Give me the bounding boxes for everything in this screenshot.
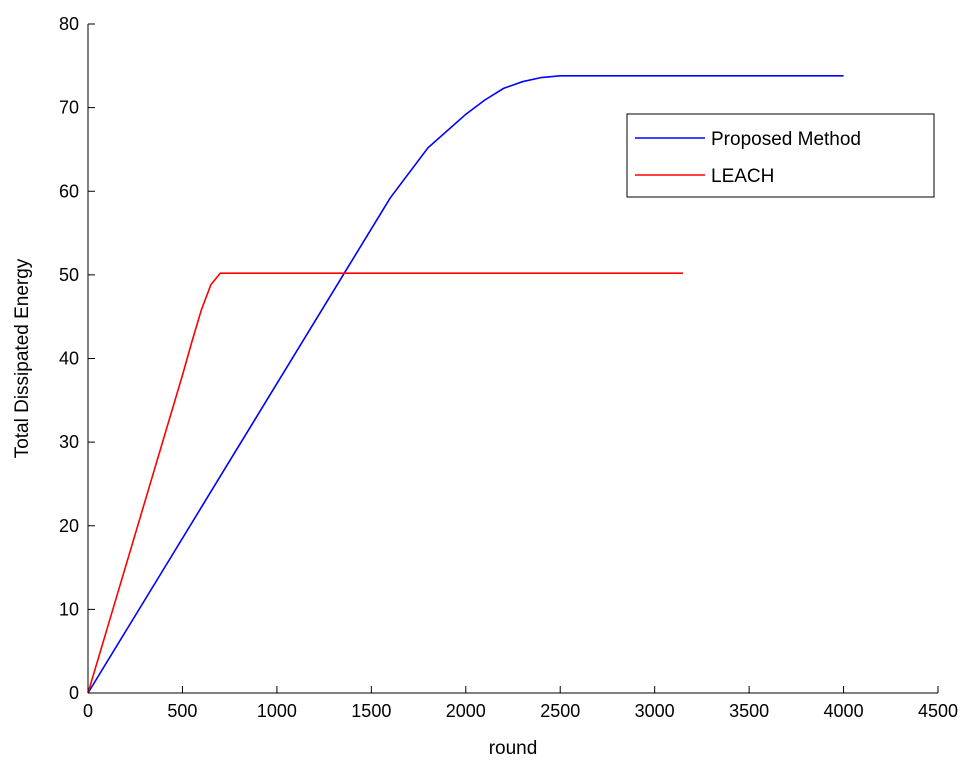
- legend-label-leach: LEACH: [711, 166, 774, 187]
- x-tick-label: 4000: [824, 701, 864, 721]
- x-tick-label: 4500: [918, 701, 958, 721]
- x-tick-label: 3500: [729, 701, 769, 721]
- y-tick-label: 0: [69, 683, 79, 703]
- x-tick-label: 1500: [351, 701, 391, 721]
- y-tick-label: 80: [59, 14, 79, 34]
- series-line-leach: [87, 272, 683, 694]
- x-tick-label: 0: [83, 701, 93, 721]
- legend-box: [626, 113, 935, 198]
- y-tick-label: 30: [59, 432, 79, 452]
- y-tick-label: 10: [59, 599, 79, 619]
- y-tick-label: 70: [59, 98, 79, 118]
- y-tick-label: 40: [59, 349, 79, 369]
- x-tick-label: 2000: [446, 701, 486, 721]
- y-axis-title: Total Dissipated Energy: [12, 258, 33, 458]
- y-tick-label: 60: [59, 181, 79, 201]
- y-tick-label: 50: [59, 265, 79, 285]
- x-axis-title: round: [489, 738, 538, 759]
- y-tick-label: 20: [59, 516, 79, 536]
- legend-label-proposed-method: Proposed Method: [711, 129, 861, 150]
- x-tick-label: 500: [167, 701, 197, 721]
- series-layer: [87, 75, 844, 694]
- x-tick-label: 2500: [540, 701, 580, 721]
- legend: Proposed Method LEACH: [626, 113, 935, 198]
- series-line-proposed-method: [87, 75, 844, 694]
- ticks-layer: 0 500 1000 1500 2000 2500 3000 3500 4000 4500 0 10 2…: [59, 14, 958, 721]
- x-tick-label: 1000: [257, 701, 297, 721]
- x-tick-label: 3000: [635, 701, 675, 721]
